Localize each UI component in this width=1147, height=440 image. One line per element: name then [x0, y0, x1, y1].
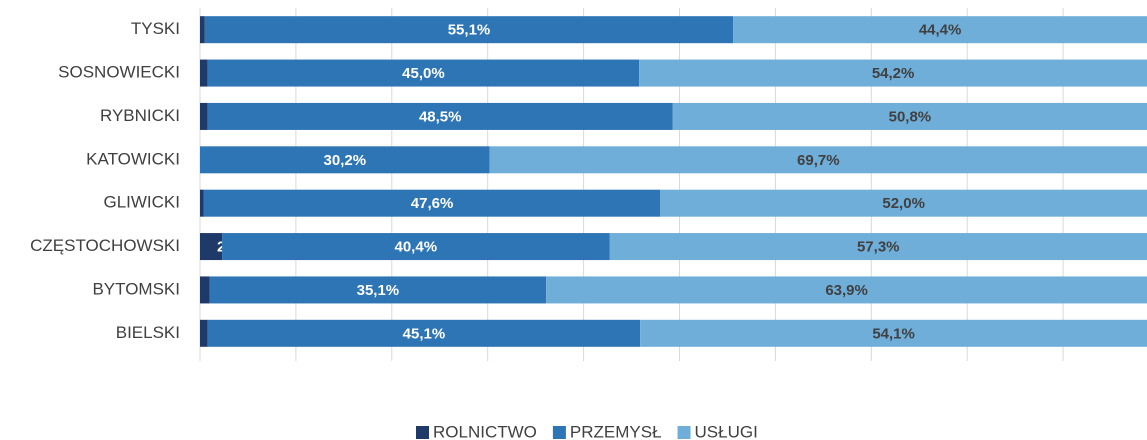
legend-label: USŁUGI: [695, 422, 758, 440]
value-label: 48,5%: [419, 108, 462, 125]
value-label: 30,2%: [324, 152, 367, 169]
value-label: 69,7%: [797, 152, 840, 169]
value-label: 47,6%: [411, 195, 454, 212]
bar-segment: [200, 276, 210, 304]
bar-segment: [207, 102, 673, 130]
bar-segment: [207, 59, 640, 87]
value-label: 50,8%: [889, 108, 932, 125]
category-label: BIELSKI: [116, 323, 180, 342]
bar-segment: [546, 276, 1147, 304]
category-label: KATOWICKI: [86, 149, 180, 168]
bar-segment: [200, 319, 208, 347]
bar-segment: [207, 319, 641, 347]
value-label: 45,0%: [402, 65, 445, 82]
bar-segment: [200, 146, 490, 174]
bar-segment: [204, 16, 734, 44]
value-label: 54,1%: [872, 325, 915, 342]
bar-segment: [209, 276, 547, 304]
bar-segment: [660, 189, 1147, 217]
bar-segment: [640, 319, 1147, 347]
bar-segment: [200, 16, 205, 44]
value-label: 44,4%: [919, 22, 962, 39]
legend-swatch: [552, 426, 566, 439]
value-label: 35,1%: [357, 282, 400, 299]
bar-segment: [672, 102, 1147, 130]
bar-segment: [489, 146, 1147, 174]
category-label: BYTOMSKI: [92, 279, 180, 298]
legend-label: PRZEMYSŁ: [570, 422, 662, 440]
value-label: 63,9%: [825, 282, 868, 299]
bar-segment: [639, 59, 1147, 87]
bar-segment: [200, 189, 204, 217]
legend-label: ROLNICTWO: [433, 422, 537, 440]
value-label: 54,2%: [872, 65, 915, 82]
category-label: SOSNOWIECKI: [58, 63, 180, 82]
value-label: 52,0%: [882, 195, 925, 212]
bar-segment: [200, 59, 208, 87]
legend-swatch: [416, 426, 429, 439]
value-label: 57,3%: [857, 239, 900, 256]
bar-segment: [222, 233, 610, 261]
category-label: TYSKI: [131, 19, 180, 38]
bar-segment: [609, 233, 1147, 261]
value-label: 55,1%: [448, 22, 491, 39]
bar-segment: [203, 189, 661, 217]
bar-segment: [200, 233, 223, 261]
legend-swatch: [677, 426, 691, 439]
category-label: GLIWICKI: [103, 193, 180, 212]
value-label: 40,4%: [395, 239, 438, 256]
category-label: RYBNICKI: [100, 106, 180, 125]
bar-segment: [200, 102, 208, 130]
bar-segment: [733, 16, 1147, 44]
value-label: 45,1%: [403, 325, 446, 342]
category-label: CZĘSTOCHOWSKI: [30, 236, 180, 255]
